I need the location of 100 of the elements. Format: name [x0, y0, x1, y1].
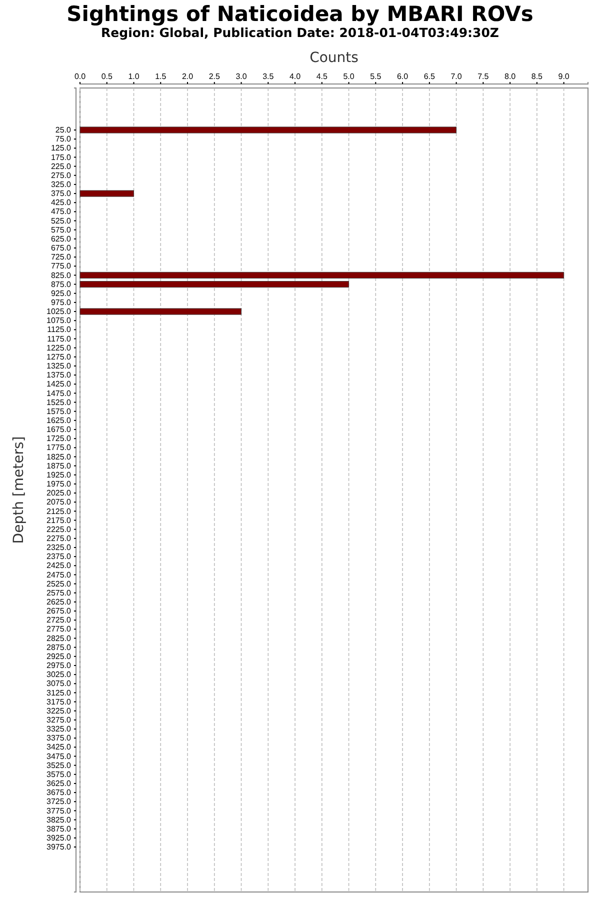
y-tick-label: 3825.0	[46, 815, 72, 824]
y-tick-label: 475.0	[50, 207, 72, 216]
x-tick-label: 8.5	[531, 72, 544, 81]
x-tick-label: 0.5	[101, 72, 113, 81]
y-tick-label: 1675.0	[46, 425, 72, 434]
x-tick-label: 5.0	[343, 72, 355, 81]
y-tick-label: 2175.0	[46, 516, 72, 525]
y-tick-label: 1325.0	[46, 362, 72, 371]
y-tick-label: 2075.0	[46, 498, 72, 507]
y-tick-label: 975.0	[50, 298, 72, 307]
x-tick-label: 2.0	[182, 72, 194, 81]
y-tick-label: 3025.0	[46, 670, 72, 680]
y-tick-label: 175.0	[50, 152, 72, 162]
y-axis-title: Depth [meters]	[11, 436, 27, 544]
y-tick-label: 525.0	[50, 216, 72, 226]
y-tick-label: 2925.0	[46, 652, 72, 661]
y-tick-label: 3875.0	[46, 824, 72, 834]
y-tick-label: 2225.0	[46, 524, 72, 534]
y-tick-label: 1525.0	[46, 398, 72, 407]
y-tick-label: 275.0	[50, 170, 72, 180]
y-tick-label: 1825.0	[46, 452, 72, 462]
y-tick-label: 2525.0	[46, 579, 72, 588]
y-tick-label: 2775.0	[46, 624, 72, 634]
y-tick-label: 1125.0	[47, 325, 72, 334]
y-tick-label: 3475.0	[46, 752, 72, 761]
y-tick-label: 2475.0	[46, 570, 72, 580]
y-tick-label: 3925.0	[46, 833, 72, 842]
y-tick-label: 1875.0	[46, 461, 72, 470]
y-tick-label: 325.0	[50, 180, 72, 190]
y-tick-label: 2025.0	[46, 488, 72, 498]
x-tick-label: 0.0	[74, 72, 86, 81]
y-tick-label: 3775.0	[46, 806, 72, 816]
x-tick-label: 9.0	[558, 72, 570, 81]
y-tick-label: 1275.0	[46, 352, 72, 362]
y-tick-label: 725.0	[50, 252, 72, 262]
x-tick-label: 4.0	[289, 72, 302, 81]
x-tick-label: 3.5	[262, 72, 274, 81]
y-tick-label: 3625.0	[46, 779, 72, 788]
y-tick-label: 2875.0	[46, 642, 72, 652]
x-tick-label: 7.0	[450, 72, 462, 81]
y-tick-label: 2375.0	[46, 552, 72, 562]
y-tick-label: 1725.0	[46, 434, 72, 444]
y-tick-label: 125.0	[50, 144, 72, 153]
y-tick-label: 1925.0	[46, 470, 72, 480]
chart-title: Sightings of Naticoidea by MBARI ROVs	[66, 2, 534, 26]
bar	[80, 126, 457, 134]
y-tick-label: 2825.0	[46, 634, 72, 643]
y-tick-label: 25.0	[55, 126, 72, 135]
y-tick-label: 3525.0	[46, 760, 72, 770]
x-tick-label: 8.0	[504, 72, 516, 81]
y-tick-label: 2325.0	[46, 543, 72, 552]
y-tick-label: 625.0	[50, 234, 72, 244]
y-tick-label: 675.0	[50, 244, 72, 253]
y-tick-label: 1175.0	[47, 334, 72, 344]
y-tick-label: 1475.0	[46, 388, 72, 398]
y-tick-label: 3575.0	[46, 770, 72, 779]
y-tick-label: 2125.0	[46, 506, 72, 516]
y-tick-label: 375.0	[50, 189, 72, 198]
x-axis-title: Counts	[310, 50, 358, 66]
y-tick-label: 3375.0	[46, 734, 72, 743]
y-tick-label: 775.0	[50, 262, 72, 271]
y-tick-label: 3175.0	[46, 697, 72, 706]
y-tick-label: 2425.0	[46, 561, 72, 570]
x-tick-label: 1.5	[155, 72, 167, 81]
bar	[80, 280, 350, 288]
y-tick-label: 3275.0	[46, 716, 72, 724]
y-tick-label: 3975.0	[46, 842, 72, 852]
y-tick-label: 825.0	[50, 270, 72, 280]
y-tick-label: 1425.0	[46, 380, 72, 389]
y-tick-label: 1575.0	[46, 406, 72, 416]
y-tick-label: 1025.0	[46, 307, 72, 316]
y-tick-label: 425.0	[50, 198, 72, 208]
bar	[80, 272, 564, 278]
y-tick-label: 3325.0	[46, 724, 72, 734]
y-tick-label: 2275.0	[46, 534, 72, 543]
x-tick-label: 6.5	[424, 72, 436, 81]
y-tick-label: 3675.0	[46, 788, 72, 798]
y-tick-label: 1225.0	[46, 343, 72, 352]
y-tick-label: 2625.0	[46, 598, 72, 607]
y-tick-label: 2675.0	[46, 606, 72, 616]
bar	[80, 308, 242, 315]
x-tick-label: 7.5	[478, 72, 490, 81]
chart-subtitle: Region: Global, Publication Date: 2018-01-04T03:49:30Z	[101, 25, 499, 40]
y-tick-label: 225.0	[50, 162, 72, 171]
y-tick-label: 1075.0	[46, 316, 72, 326]
y-tick-label: 3225.0	[46, 706, 72, 716]
y-tick-label: 2975.0	[46, 661, 72, 670]
y-tick-label: 2575.0	[46, 588, 72, 598]
x-tick-label: 4.5	[316, 72, 328, 81]
y-tick-label: 875.0	[50, 280, 72, 289]
y-tick-label: 3125.0	[46, 688, 72, 698]
x-tick-label: 2.5	[208, 72, 220, 81]
y-tick-label: 1975.0	[46, 480, 72, 489]
x-tick-label: 1.0	[128, 72, 140, 81]
y-tick-label: 1375.0	[46, 370, 72, 380]
bar	[80, 190, 134, 197]
y-tick-label: 3725.0	[46, 797, 72, 806]
y-tick-label: 3425.0	[46, 742, 72, 752]
y-tick-label: 75.0	[55, 134, 72, 144]
x-tick-label: 6.0	[396, 72, 409, 81]
